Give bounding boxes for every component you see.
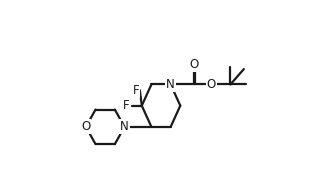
Text: O: O: [206, 78, 216, 91]
Text: F: F: [123, 99, 130, 112]
Text: O: O: [81, 120, 90, 133]
Text: N: N: [166, 78, 175, 91]
Text: N: N: [120, 120, 129, 133]
Text: O: O: [189, 58, 198, 71]
Text: F: F: [133, 84, 139, 97]
